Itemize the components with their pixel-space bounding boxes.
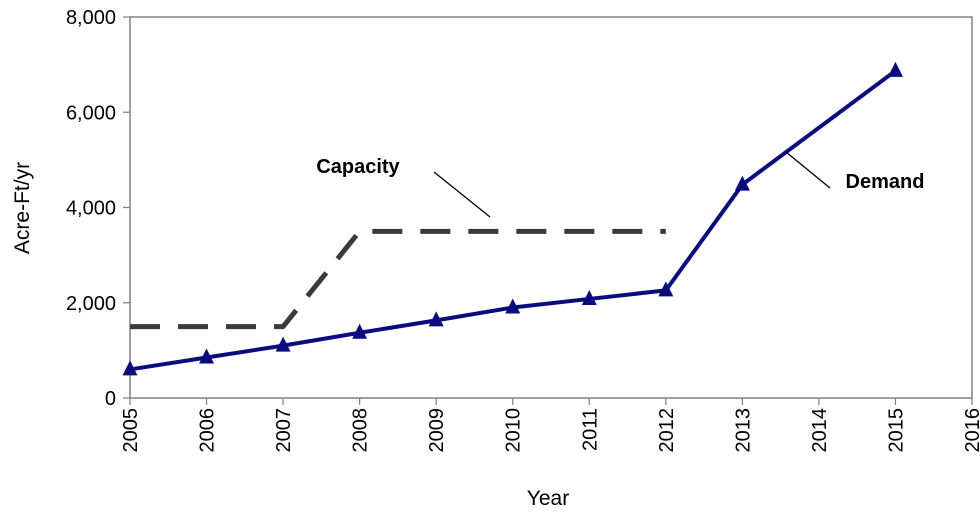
x-tick-label: 2011 <box>579 408 601 451</box>
demand-point <box>352 323 368 339</box>
demand-point <box>581 289 597 305</box>
x-tick-label: 2013 <box>732 408 754 453</box>
y-tick-label: 2,000 <box>66 293 116 315</box>
x-tick-label: 2016 <box>962 408 980 453</box>
capacity-series-label: Capacity <box>316 156 400 178</box>
y-tick-label: 4,000 <box>66 198 116 220</box>
marker-layer <box>122 61 903 376</box>
x-axis-ticks: 2005 2006 2007 2008 2009 2010 2011 2012 2013 2014… <box>120 398 980 453</box>
demand-series-label: Demand <box>846 171 925 193</box>
x-tick-label: 2005 <box>120 408 142 453</box>
demand-point <box>428 311 444 327</box>
demand-leader-line <box>785 151 831 189</box>
x-tick-label: 2008 <box>350 408 372 453</box>
plot-area <box>129 16 973 399</box>
x-axis-title: Year <box>527 487 569 510</box>
x-tick-label: 2015 <box>885 408 907 453</box>
demand-point <box>887 61 903 77</box>
x-tick-label: 2010 <box>503 408 525 453</box>
x-tick-label: 2009 <box>426 408 448 453</box>
y-axis-title: Acre-Ft/yr <box>11 162 34 254</box>
y-tick-label: 6,000 <box>66 102 116 124</box>
x-tick-label: 2014 <box>809 408 831 453</box>
demand-point <box>658 281 674 297</box>
x-tick-label: 2012 <box>656 408 678 453</box>
demand-point <box>122 360 138 376</box>
y-axis-ticks: 0 2,000 4,000 6,000 8,000 <box>66 7 130 410</box>
demand-point <box>505 298 521 314</box>
demand-point <box>199 348 215 364</box>
y-tick-label: 0 <box>105 388 116 410</box>
x-tick-label: 2006 <box>197 408 219 453</box>
x-tick-label: 2007 <box>273 408 295 453</box>
capacity-line <box>130 228 666 330</box>
capacity-leader-line <box>433 171 491 218</box>
series-layer <box>129 69 897 372</box>
demand-point <box>275 336 291 352</box>
y-tick-label: 8,000 <box>66 7 116 29</box>
demand-point <box>734 175 750 191</box>
demand-line <box>129 69 897 372</box>
